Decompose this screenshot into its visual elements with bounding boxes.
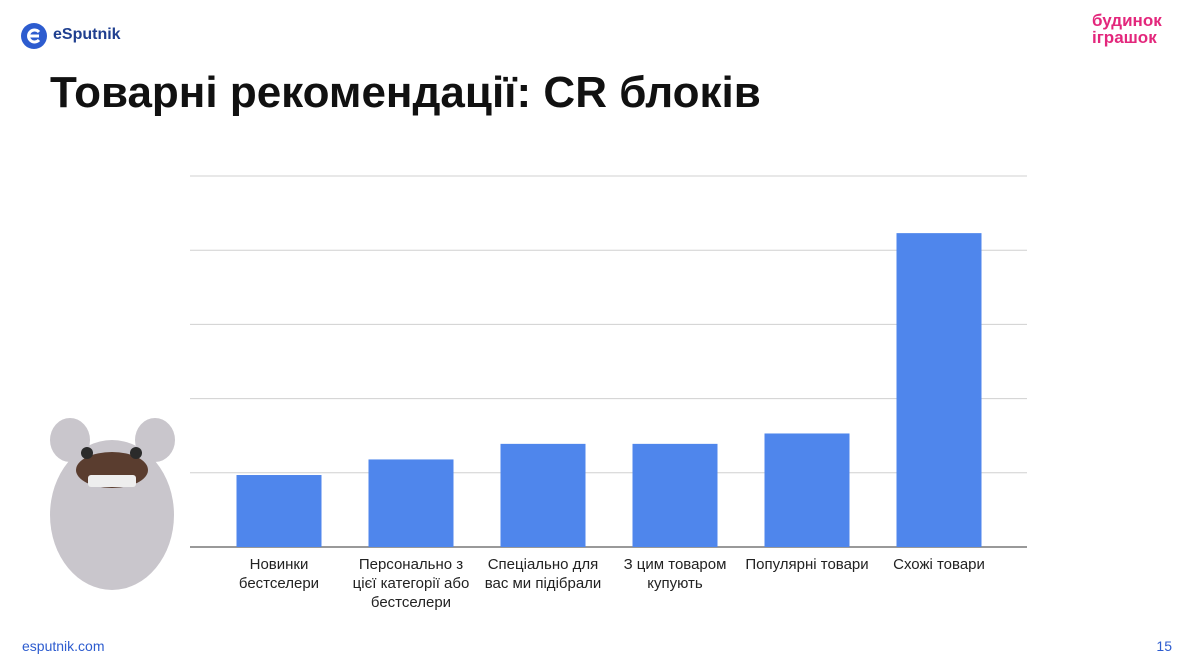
bar xyxy=(236,475,322,547)
x-tick-label: Персонально з цієї категорії або бестсел… xyxy=(352,556,470,611)
x-tick-label: Схожі товари xyxy=(893,556,985,573)
partner-logo: будинок іграшок xyxy=(1092,11,1162,47)
toy-illustration xyxy=(50,418,175,590)
bar xyxy=(896,233,982,547)
bar xyxy=(632,443,718,547)
x-tick-label: Новинки бестселери xyxy=(238,556,320,592)
x-tick-label: Спеціально для вас ми підібрали xyxy=(484,556,602,592)
slide-title: Товарні рекомендації: CR блоків xyxy=(50,68,761,117)
x-tick-label: З цим товаром купують xyxy=(623,556,727,592)
x-tick-label: Популярні товари xyxy=(745,556,869,573)
bar xyxy=(500,443,586,547)
logo-text: eSputnik xyxy=(53,26,121,43)
bar xyxy=(764,433,850,547)
bar xyxy=(368,459,454,547)
footer-site: esputnik.com xyxy=(22,638,105,654)
page-number: 15 xyxy=(1156,638,1172,654)
logo-icon xyxy=(21,23,47,49)
